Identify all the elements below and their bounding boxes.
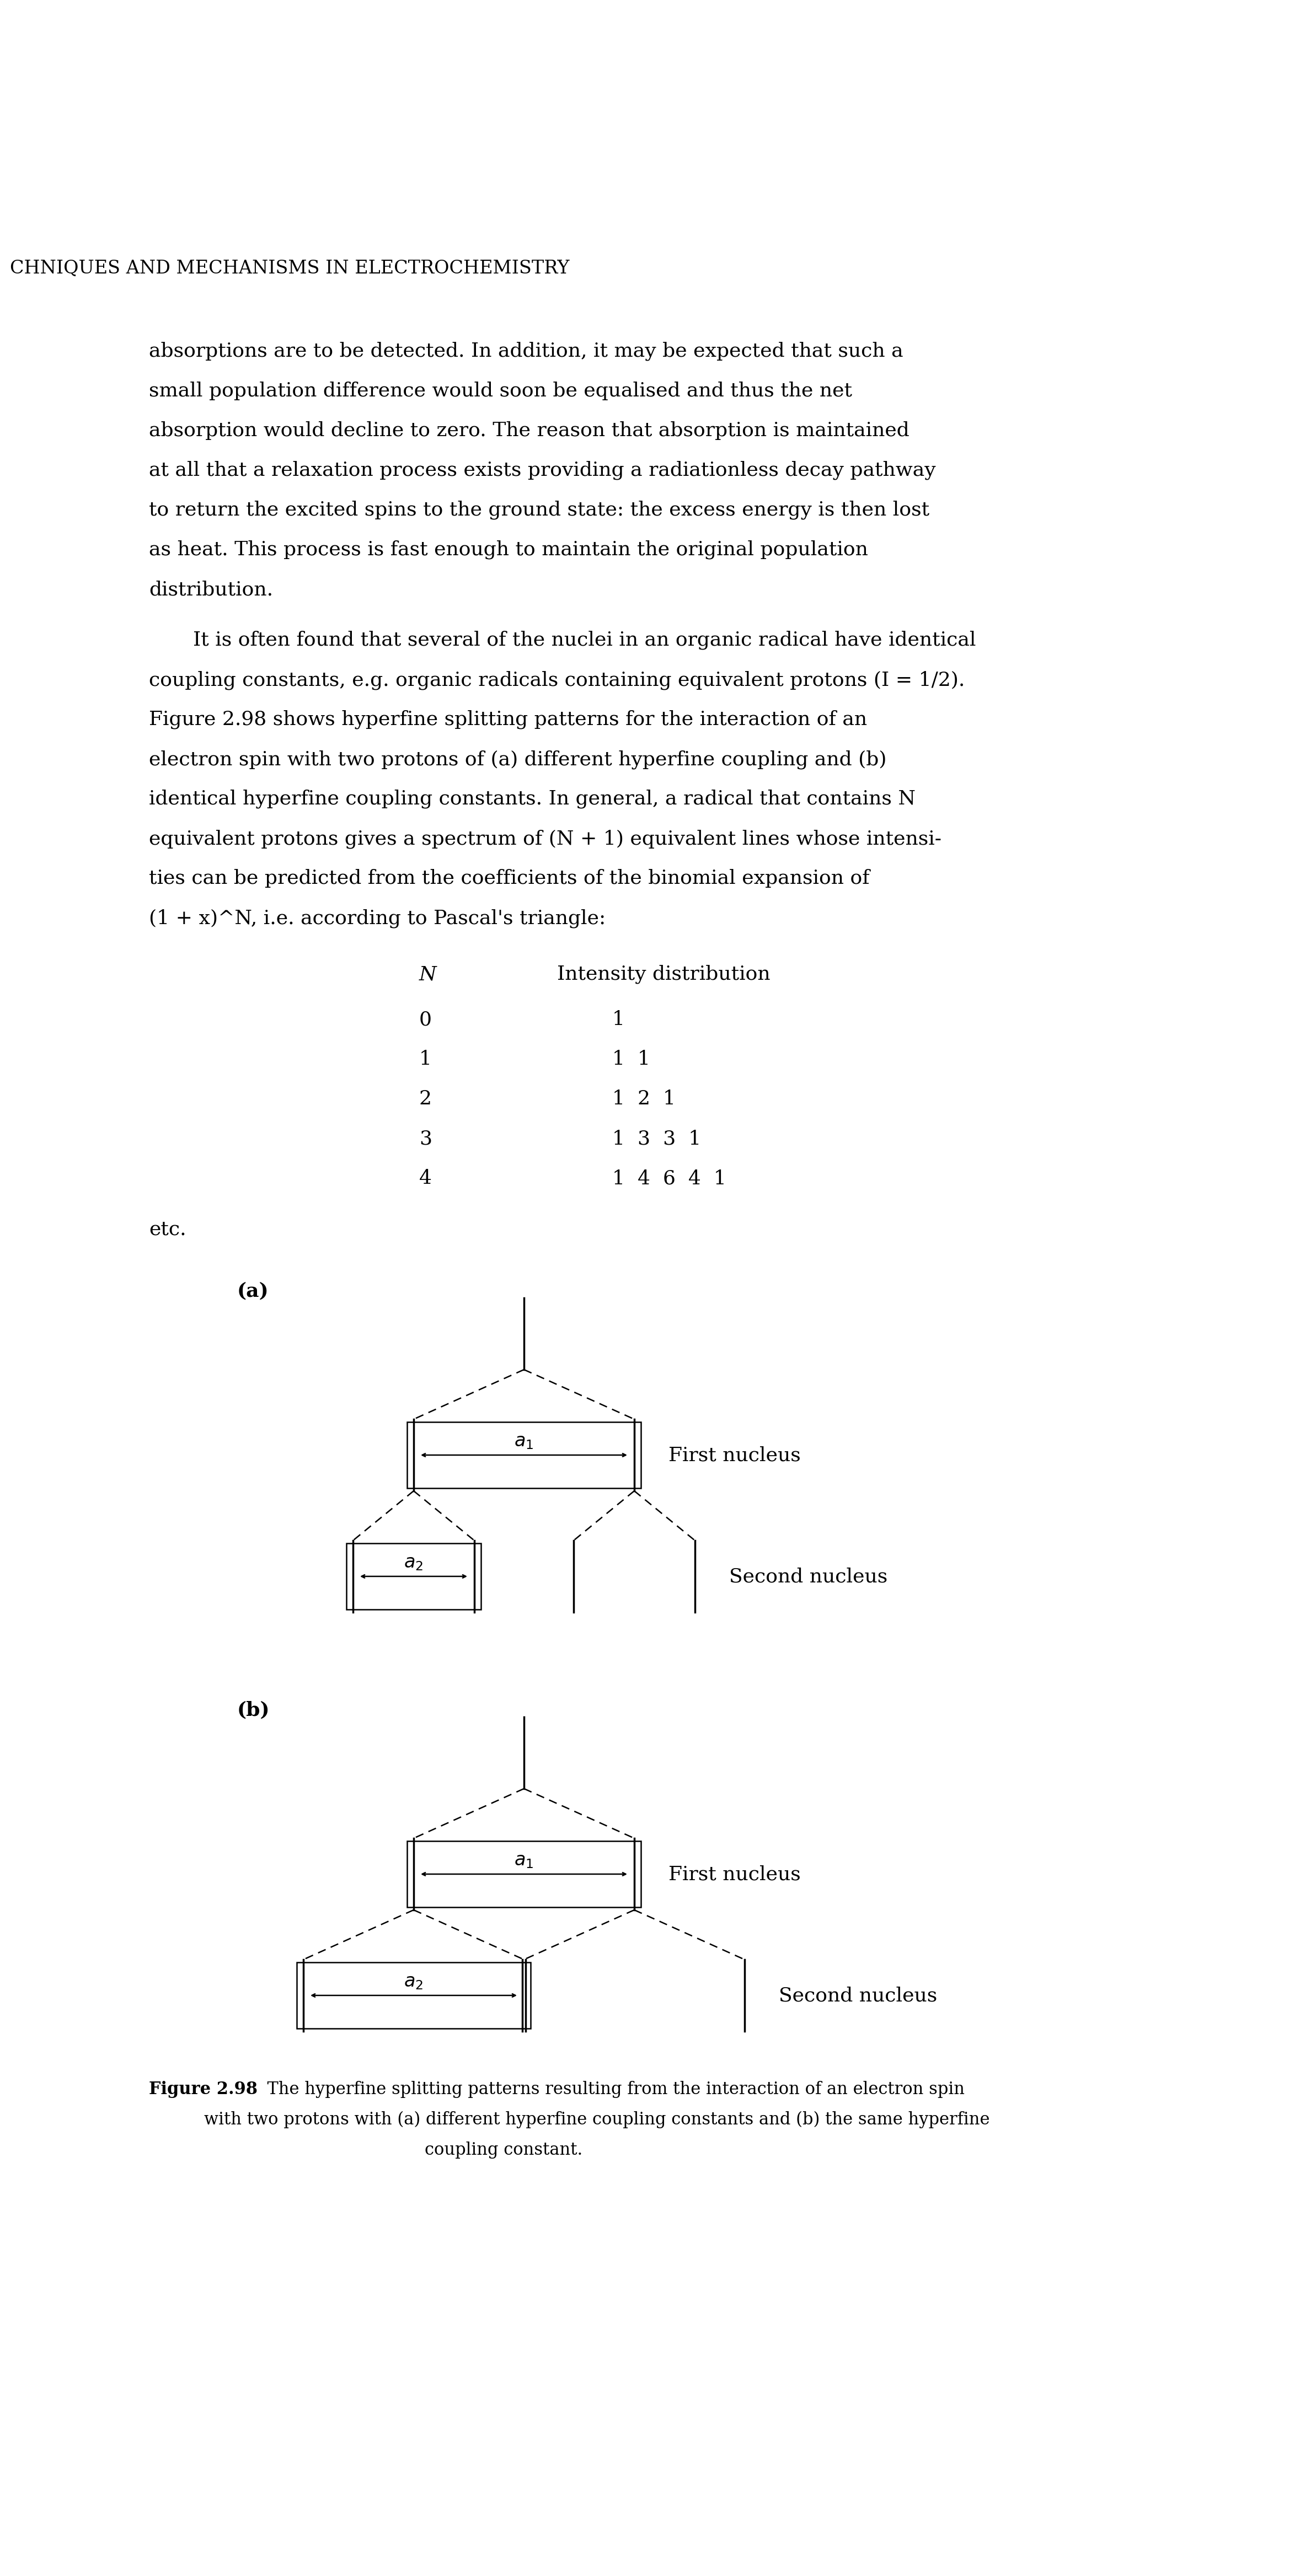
Text: Figure 2.98: Figure 2.98 [150, 2081, 257, 2097]
Text: Second nucleus: Second nucleus [729, 1566, 888, 1587]
Text: N: N [419, 966, 437, 984]
Text: at all that a relaxation process exists providing a radiationless decay pathway: at all that a relaxation process exists … [150, 461, 936, 479]
Text: coupling constant.: coupling constant. [425, 2141, 582, 2159]
Text: 3: 3 [419, 1128, 432, 1149]
Text: (1 + x)^N, i.e. according to Pascal's triangle:: (1 + x)^N, i.e. according to Pascal's tr… [150, 909, 606, 927]
Text: small population difference would soon be equalised and thus the net: small population difference would soon b… [150, 381, 852, 399]
Text: 1  4  6  4  1: 1 4 6 4 1 [612, 1170, 727, 1188]
Text: 1  3  3  1: 1 3 3 1 [612, 1128, 701, 1149]
Bar [296, 1963, 530, 2027]
Text: absorption would decline to zero. The reason that absorption is maintained: absorption would decline to zero. The re… [150, 422, 910, 440]
Text: First nucleus: First nucleus [668, 1445, 801, 1463]
Text: to return the excited spins to the ground state: the excess energy is then lost: to return the excited spins to the groun… [150, 500, 930, 520]
Text: as heat. This process is fast enough to maintain the original population: as heat. This process is fast enough to … [150, 541, 868, 559]
Text: CHNIQUES AND MECHANISMS IN ELECTROCHEMISTRY: CHNIQUES AND MECHANISMS IN ELECTROCHEMIS… [10, 260, 569, 276]
Text: It is often found that several of the nuclei in an organic radical have identica: It is often found that several of the nu… [192, 631, 976, 649]
Text: 1  1: 1 1 [612, 1051, 650, 1069]
Text: electron spin with two protons of (a) different hyperfine coupling and (b): electron spin with two protons of (a) di… [150, 750, 887, 768]
Text: 1: 1 [419, 1051, 432, 1069]
Text: 4: 4 [419, 1170, 432, 1188]
Text: distribution.: distribution. [150, 580, 273, 598]
Text: 1  2  1: 1 2 1 [612, 1090, 676, 1108]
Text: ties can be predicted from the coefficients of the binomial expansion of: ties can be predicted from the coefficie… [150, 868, 870, 889]
Text: equivalent protons gives a spectrum of (N + 1) equivalent lines whose intensi-: equivalent protons gives a spectrum of (… [150, 829, 941, 848]
Bar [407, 1842, 641, 1906]
Text: $a_2$: $a_2$ [404, 1553, 424, 1571]
Text: identical hyperfine coupling constants. In general, a radical that contains N: identical hyperfine coupling constants. … [150, 791, 915, 809]
Text: 0: 0 [419, 1010, 432, 1028]
Text: Figure 2.98 shows hyperfine splitting patterns for the interaction of an: Figure 2.98 shows hyperfine splitting pa… [150, 711, 867, 729]
Text: $a_2$: $a_2$ [404, 1973, 424, 1991]
Text: absorptions are to be detected. In addition, it may be expected that such a: absorptions are to be detected. In addit… [150, 343, 903, 361]
Text: (b): (b) [237, 1700, 270, 1718]
Text: 2: 2 [419, 1090, 432, 1108]
Bar [346, 1543, 481, 1610]
Text: The hyperfine splitting patterns resulting from the interaction of an electron s: The hyperfine splitting patterns resulti… [256, 2081, 965, 2097]
Bar [407, 1422, 641, 1489]
Text: 1: 1 [612, 1010, 625, 1028]
Text: $a_1$: $a_1$ [515, 1432, 534, 1450]
Text: with two protons with (a) different hyperfine coupling constants and (b) the sam: with two protons with (a) different hype… [204, 2112, 989, 2128]
Text: Intensity distribution: Intensity distribution [558, 966, 771, 984]
Text: coupling constants, e.g. organic radicals containing equivalent protons (I = 1/2: coupling constants, e.g. organic radical… [150, 670, 965, 690]
Text: $a_1$: $a_1$ [515, 1852, 534, 1870]
Text: Second nucleus: Second nucleus [779, 1986, 937, 2004]
Text: etc.: etc. [150, 1218, 186, 1239]
Text: First nucleus: First nucleus [668, 1865, 801, 1883]
Text: (a): (a) [237, 1280, 269, 1301]
